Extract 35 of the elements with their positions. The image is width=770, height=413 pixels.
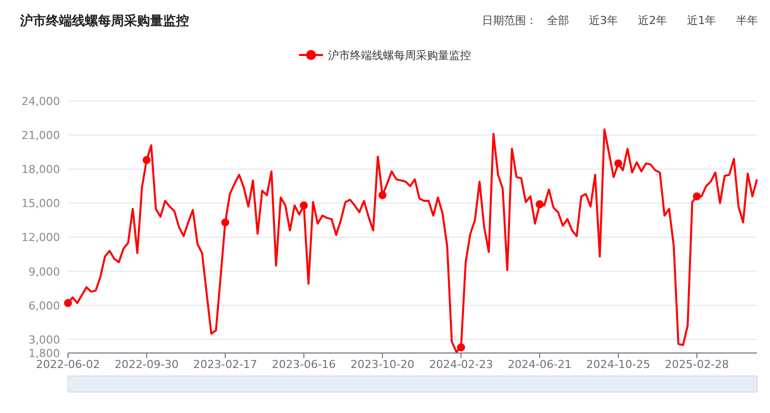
x-tick-label: 2022-06-02	[36, 358, 100, 371]
y-tick-label: 24,000	[22, 95, 60, 108]
x-tick-label: 2025-02-28	[664, 358, 729, 371]
y-tick-label: 6,000	[28, 299, 60, 312]
chart-title: 沪市终端线螺每周采购量监控	[19, 13, 189, 29]
point	[378, 191, 386, 200]
point	[692, 192, 701, 200]
text: 全部	[547, 14, 569, 27]
text: 日期范围：	[482, 14, 537, 27]
y-tick-label: 3,000	[28, 333, 60, 346]
legend-label: 沪市终端线螺每周采购量监控	[328, 49, 471, 62]
point	[457, 343, 466, 352]
y-tick-label: 9,000	[28, 265, 60, 278]
text: 近3年	[589, 14, 618, 27]
x-tick-label: 2022-09-30	[114, 358, 179, 371]
y-tick-label: 18,000	[22, 163, 60, 176]
x-tick-label: 2023-06-16	[272, 358, 336, 371]
point	[300, 201, 308, 210]
text: 近2年	[638, 14, 667, 27]
y-tick-label: 21,000	[22, 129, 60, 142]
x-tick-label: 2023-02-17	[193, 358, 258, 371]
point	[221, 218, 230, 226]
text: 近1年	[687, 14, 716, 27]
x-tick-label: 2024-02-23	[429, 358, 494, 371]
text: 半年	[736, 14, 758, 27]
point	[142, 156, 151, 164]
y-tick-label: 15,000	[22, 197, 60, 210]
y-tick-label: 1,800	[28, 347, 60, 360]
point	[64, 299, 72, 308]
point	[614, 159, 622, 168]
x-tick-label: 2024-10-25	[586, 358, 650, 371]
y-tick-label: 12,000	[22, 231, 60, 244]
point	[536, 200, 544, 208]
x-tick-label: 2023-10-20	[350, 358, 414, 371]
x-tick-label: 2024-06-21	[508, 358, 572, 371]
